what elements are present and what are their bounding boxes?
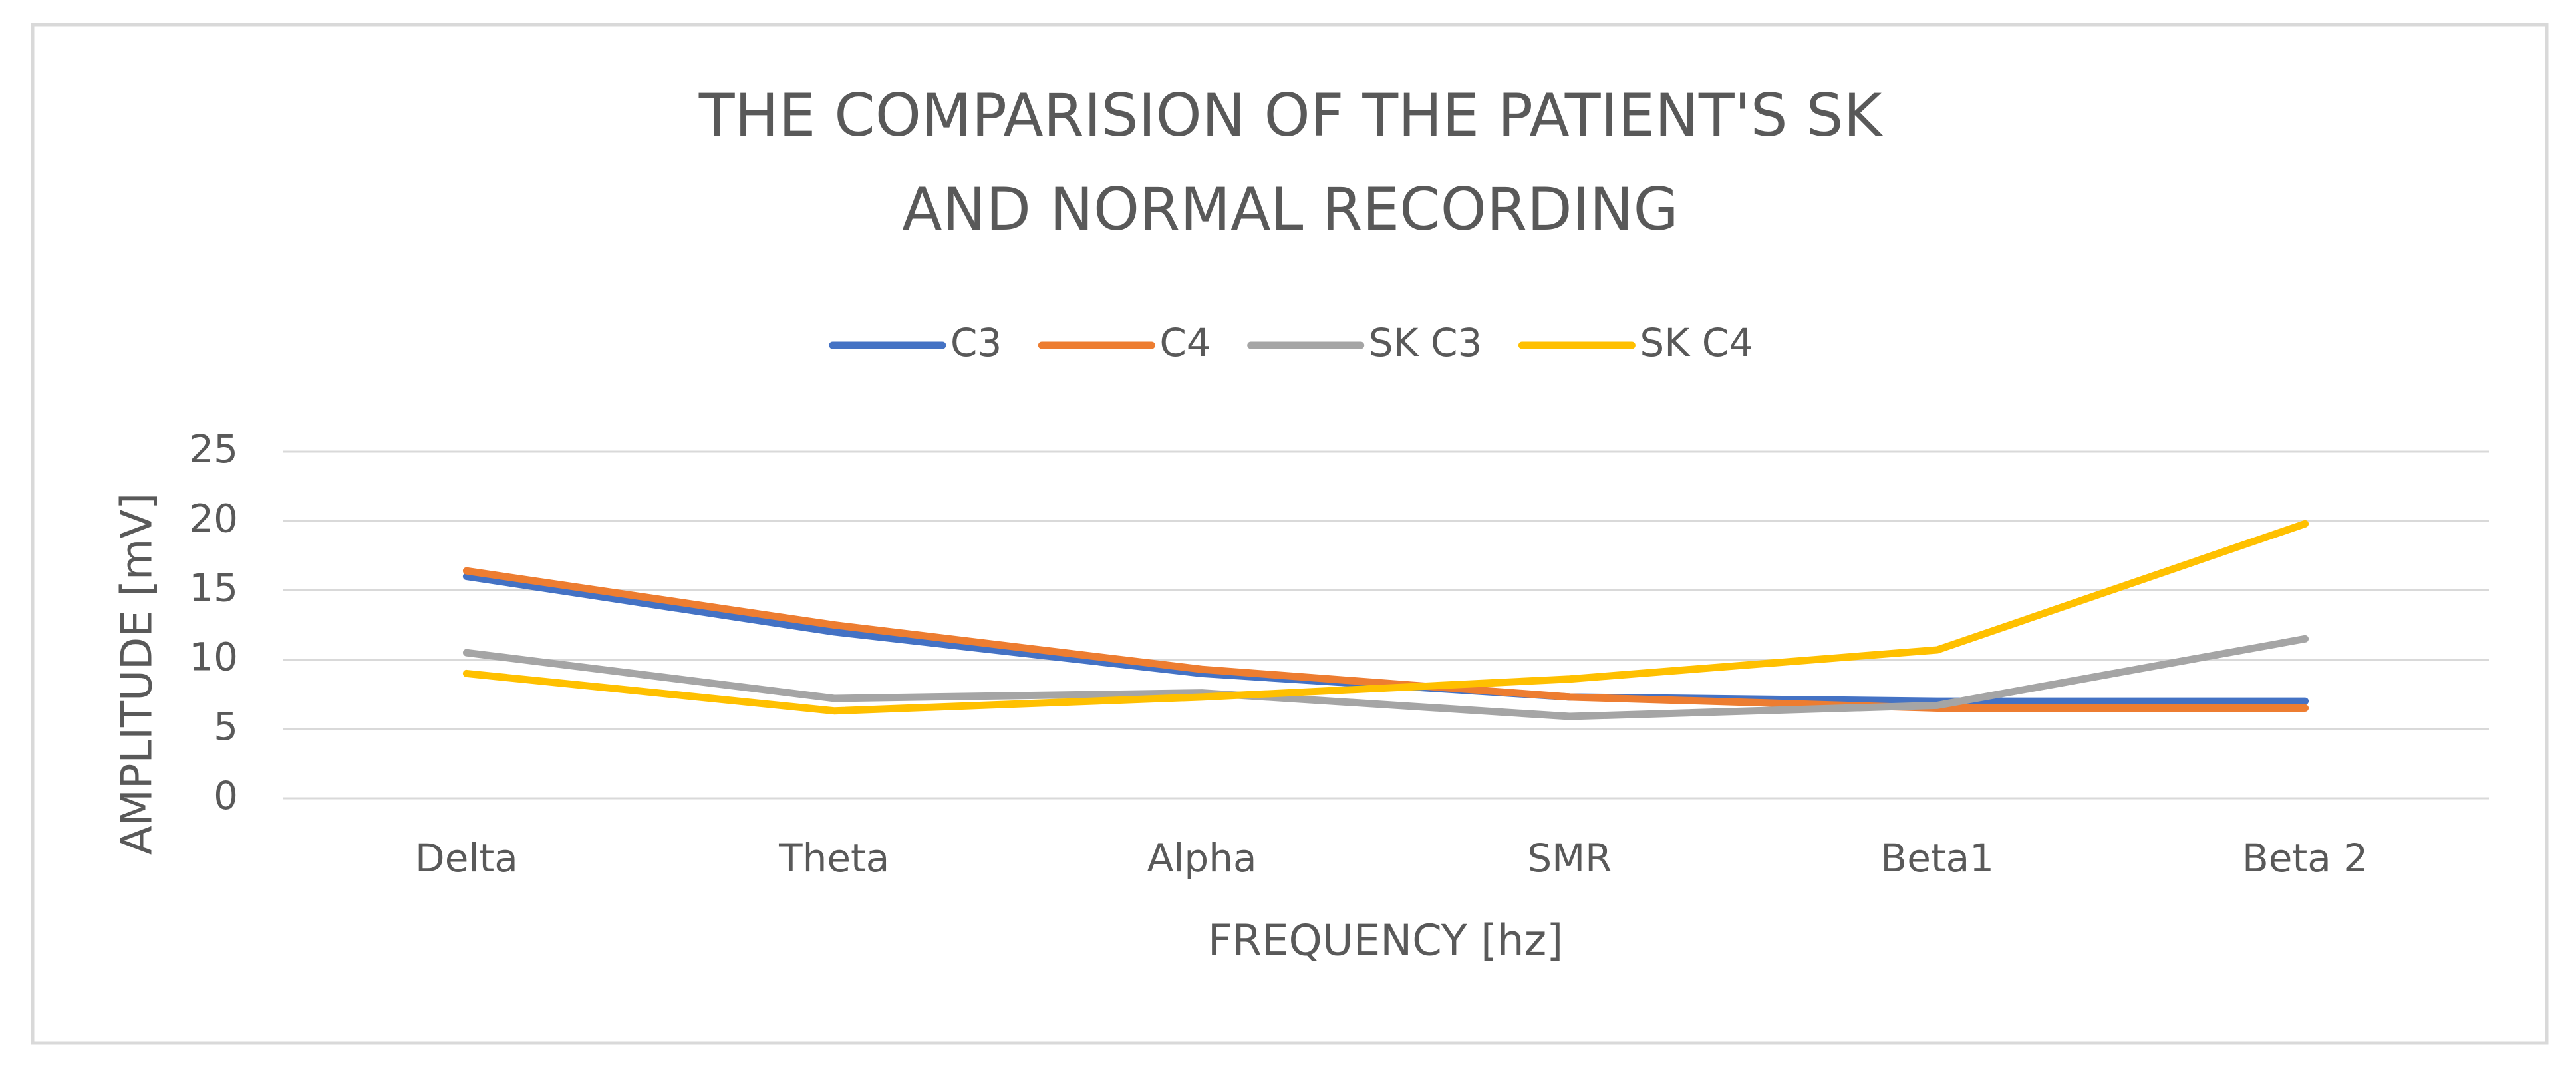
legend: C3 C4 SK C3 SK C4: [829, 320, 1753, 365]
x-axis-title: FREQUENCY [hz]: [1208, 917, 1563, 966]
x-tick-label: Theta: [778, 836, 889, 881]
x-tick-label: Beta1: [1880, 836, 1994, 881]
chart-title: THE COMPARISION OF THE PATIENT'S SK: [698, 81, 1884, 150]
chart-border: [31, 23, 2549, 1045]
legend-label: SK C4: [1640, 320, 1753, 365]
x-tick-label: SMR: [1527, 836, 1612, 881]
y-tick-label: 15: [189, 565, 238, 611]
y-tick-label: 0: [214, 773, 238, 818]
y-tick-label: 20: [189, 496, 238, 541]
x-tick-label: Delta: [415, 836, 518, 881]
y-axis-title: AMPLITUDE [mV]: [113, 493, 162, 855]
y-tick-label: 5: [214, 704, 238, 749]
legend-label: C3: [950, 320, 1002, 365]
series-line: [462, 567, 2309, 712]
legend-label: C4: [1159, 320, 1211, 365]
legend-label: SK C3: [1369, 320, 1483, 365]
x-tick-label: Beta 2: [2242, 836, 2368, 881]
series-line: [462, 635, 2309, 720]
y-tick-label: 10: [189, 635, 238, 680]
y-tick-label: 25: [189, 426, 238, 472]
chart-title: AND NORMAL RECORDING: [902, 175, 1678, 243]
x-tick-label: Alpha: [1147, 836, 1257, 881]
series-line: [462, 520, 2309, 715]
